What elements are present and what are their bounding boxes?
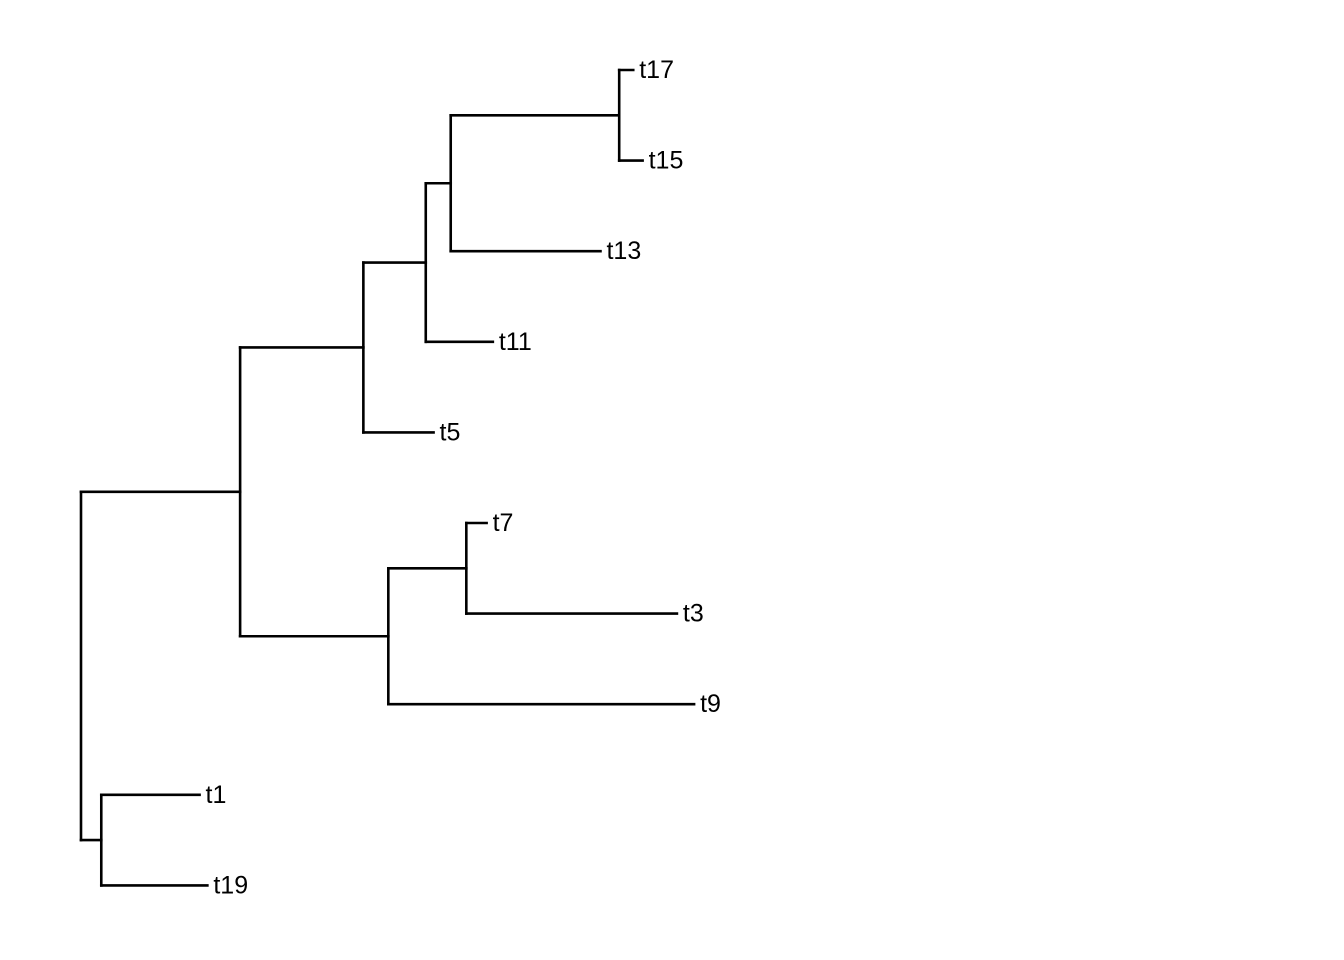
- tip-label-t15: t15: [649, 147, 684, 175]
- tip-label-t11: t11: [499, 328, 532, 356]
- tip-label-t7: t7: [493, 509, 514, 537]
- tip-label-t9: t9: [700, 690, 721, 718]
- tip-label-t1: t1: [206, 781, 227, 809]
- tip-label-t3: t3: [683, 600, 704, 628]
- tip-label-t13: t13: [606, 237, 641, 265]
- tree-edges: [79, 68, 696, 887]
- tip-labels: t17 t15 t13 t11 t5 t7 t3 t9 t1 t19: [206, 56, 721, 899]
- tip-label-t19: t19: [213, 871, 248, 899]
- tip-label-t17: t17: [639, 56, 674, 84]
- tip-label-t5: t5: [440, 418, 461, 446]
